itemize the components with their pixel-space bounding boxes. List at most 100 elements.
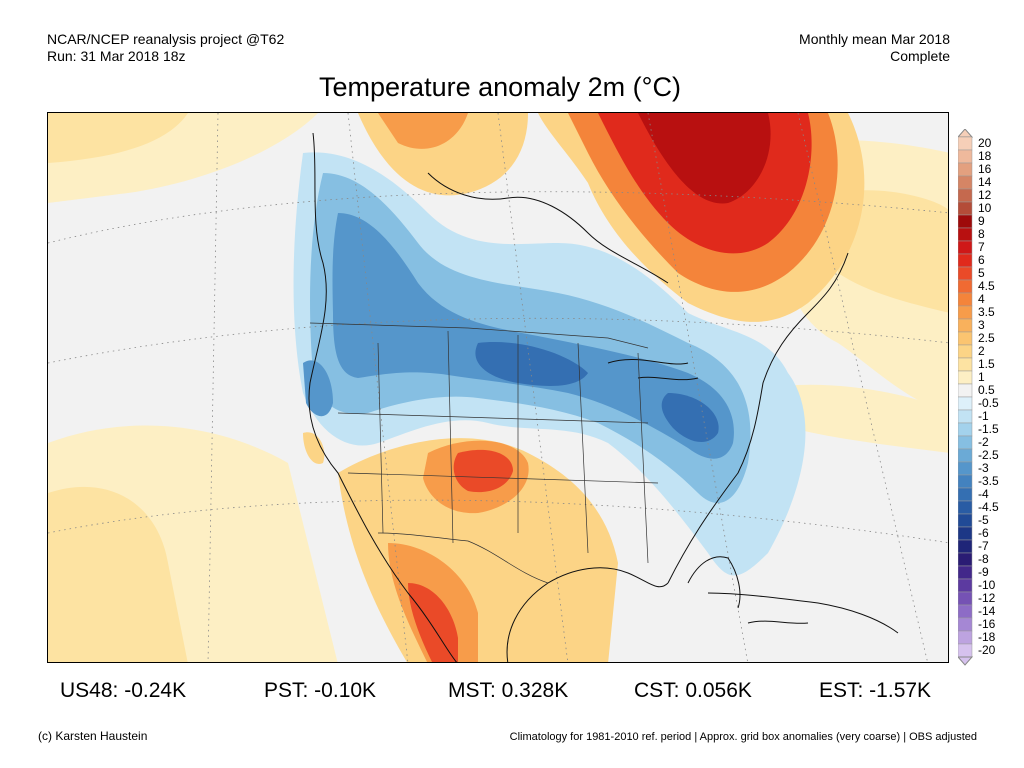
colorbar-tick-label: 1 [978,370,985,384]
graticule [48,113,948,662]
colorbar-tick-label: 6 [978,253,985,267]
colorbar-tick-label: 3.5 [978,305,995,319]
atlantic-warm-core [838,190,948,313]
colorbar-swatch [958,448,973,463]
colorbar-swatch [958,240,973,255]
run-label: Run: 31 Mar 2018 18z [47,48,186,64]
colorbar-tick-label: -8 [978,552,989,566]
cold-anomaly-inner [332,213,734,459]
anomaly-field [48,113,948,662]
colorbar-tick-label: -2.5 [978,448,999,462]
colorbar-tick-label: -0.5 [978,396,999,410]
colorbar-tick-label: 10 [978,201,992,215]
colorbar-tick-label: -3.5 [978,474,999,488]
colorbar-tick-label: -20 [978,643,996,657]
stat-pst: PST: -0.10K [264,679,377,702]
stat-cst: CST: 0.056K [634,679,752,702]
colorbar-tick-label: -3 [978,461,989,475]
colorbar-tick-label: 5 [978,266,985,280]
header-left: NCAR/NCEP reanalysis project @T62 Run: 3… [47,31,284,65]
colorbar-tick-label: -1 [978,409,989,423]
colorbar-tick-label: -4.5 [978,500,999,514]
colorbar-tick-label: 14 [978,175,992,189]
colorbar-tick-label: 3 [978,318,985,332]
colorbar-tick-label: 4 [978,292,985,306]
colorbar-swatch [958,630,973,645]
colorbar-swatch [958,578,973,593]
colorbar-tick-label: 12 [978,188,992,202]
colorbar-tick-label: -5 [978,513,989,527]
coastlines [308,132,899,662]
colorbar-swatch [958,305,973,320]
stat-mst: MST: 0.328K [448,679,569,702]
colorbar-swatch [958,370,973,385]
colorbar-tick-label: -14 [978,604,996,618]
sw-warm-core [48,486,188,662]
colorbar-tick-label: 2.5 [978,331,995,345]
colorbar-tick-label: -7 [978,539,989,553]
colorbar-tick-label: 18 [978,149,992,163]
colorbar-tick-label: -2 [978,435,989,449]
colorbar-tick-label: 0.5 [978,383,995,397]
colorbar-tick-label: 7 [978,240,985,254]
colorbar-swatch [958,188,973,203]
quebec-warm-core [638,113,771,204]
stat-us48: US48: -0.24K [60,679,187,702]
colorbar-swatch [958,396,973,411]
colorbar-swatch [958,201,973,216]
colorbar-tick-label: 8 [978,227,985,241]
colorbar-swatch [958,487,973,502]
copyright: (c) Karsten Haustein [38,729,148,743]
colorbar-swatch [958,162,973,177]
colorbar-swatch [958,422,973,437]
colorbar-swatch [958,175,973,190]
colorbar-top-arrow [958,129,974,138]
colorbar-tick-label: 2 [978,344,985,358]
colorbar-swatch [958,214,973,229]
colorbar-swatch [958,461,973,476]
colorbar-swatch [958,435,973,450]
colorbar-swatch [958,253,973,268]
california-warm [303,432,325,464]
mexico-hot [408,583,458,662]
southern-plains-hot [453,449,513,493]
colorbar-swatch [958,136,973,151]
colorbar-swatch [958,331,973,346]
colorbar [958,129,974,666]
anomaly-map [47,112,949,663]
colorbar-tick-label: -6 [978,526,989,540]
colorbar-swatch [958,500,973,515]
colorbar-tick-label: -16 [978,617,996,631]
colorbar-swatch [958,617,973,632]
colorbar-tick-label: -4 [978,487,989,501]
colorbar-swatch [958,383,973,398]
colorbar-swatch [958,552,973,567]
period-label: Monthly mean Mar 2018 [799,31,950,47]
colorbar-tick-label: 1.5 [978,357,995,371]
colorbar-tick-label: 20 [978,136,992,150]
arctic-warm-core [378,113,468,149]
colorbar-tick-label: -18 [978,630,996,644]
plains-cold-core [475,342,588,386]
header-right: Monthly mean Mar 2018 Complete [799,31,950,65]
footnote: Climatology for 1981-2010 ref. period | … [509,731,977,743]
west-coast-cold [303,360,333,417]
colorbar-swatch [958,565,973,580]
map-title: Temperature anomaly 2m (°C) [319,72,681,102]
colorbar-swatch [958,344,973,359]
colorbar-swatch [958,292,973,307]
colorbar-tick-label: -10 [978,578,996,592]
colorbar-swatch [958,591,973,606]
colorbar-swatch [958,266,973,281]
colorbar-swatch [958,539,973,554]
colorbar-swatch [958,604,973,619]
status-label: Complete [890,48,950,64]
colorbar-swatch [958,474,973,489]
model-label: NCAR/NCEP reanalysis project @T62 [47,31,285,47]
colorbar-swatch [958,526,973,541]
colorbar-tick-label: -9 [978,565,989,579]
stat-est: EST: -1.57K [819,679,932,702]
map-svg [48,113,948,662]
colorbar-tick-label: 9 [978,214,985,228]
colorbar-tick-label: 4.5 [978,279,995,293]
